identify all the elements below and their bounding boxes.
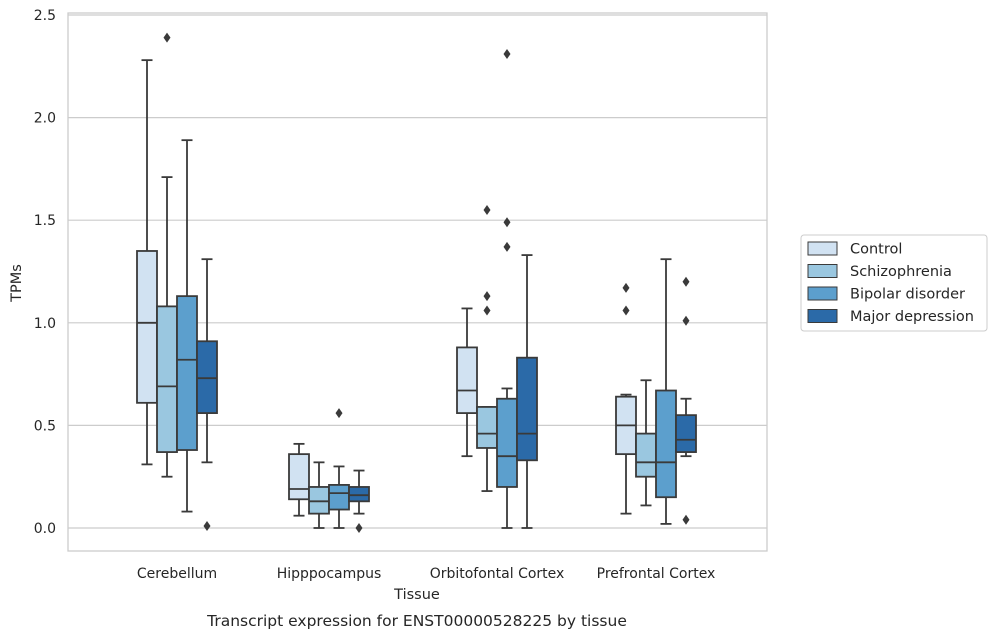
outlier-point [622,282,630,293]
outlier-point [203,520,211,531]
outlier-point [682,514,690,525]
box-control [615,282,637,515]
outlier-point [355,523,363,533]
box-body [456,346,478,414]
box-bipolar-disorder [176,139,198,513]
box-series [136,32,697,533]
outlier-point [335,408,343,419]
legend-swatch [807,241,838,256]
box-bipolar-disorder [328,408,350,529]
box-body [496,397,518,488]
chart-caption: Transcript expression for ENST0000052822… [206,612,627,630]
legend-swatch [807,309,838,323]
y-axis-label: TPMs [9,264,25,303]
outlier-point [622,305,630,316]
legend: Control Schizophrenia Bipolar disorder Majo… [800,234,988,332]
outlier-point [483,291,491,302]
box-body [328,484,350,511]
box-body [655,389,677,499]
plot-frame [67,12,768,552]
outlier-point [682,315,690,326]
x-tick-label: Orbitofontal Cortex [430,566,565,582]
box-major-depression [675,276,697,525]
box-body [516,356,538,462]
box-body [136,250,158,404]
legend-label: Schizophrenia [850,264,952,280]
outlier-point [503,217,511,228]
box-control [136,59,158,466]
legend-swatch [807,264,838,278]
legend-label: Control [850,242,902,258]
box-major-depression [196,258,218,531]
box-schizophrenia [156,32,178,478]
y-tick-label: 0.5 [34,418,56,434]
box-body [675,414,697,453]
box-major-depression [348,469,370,533]
legend-swatch [807,286,838,301]
box-body [288,453,310,501]
y-tick-label: 1.0 [34,316,56,332]
outlier-point [483,204,491,215]
box-schizophrenia [476,204,498,492]
box-body [348,486,370,503]
y-tick-label: 2.5 [34,8,56,24]
box-body [196,340,218,414]
box-body [476,406,498,449]
box-control [288,442,310,517]
outlier-point [503,48,511,59]
outlier-point [503,241,511,252]
box-bipolar-disorder [496,48,518,529]
y-tick-label: 1.5 [34,213,56,229]
box-bipolar-disorder [655,258,677,525]
x-tick-labels: Cerebellum Hipppocampus Orbitofontal Corte… [137,566,715,582]
legend-label: Bipolar disorder [850,287,965,303]
x-tick-label: Cerebellum [137,566,217,582]
legend-label: Major depression [850,309,974,325]
outlier-point [483,305,491,316]
x-tick-label: Hipppocampus [277,566,382,582]
box-body [308,486,330,515]
y-tick-labels: 0.0 0.5 1.0 1.5 2.0 2.5 [34,8,56,537]
box-schizophrenia [635,379,657,507]
outlier-point [163,32,171,43]
box-control [456,307,478,458]
y-tick-label: 2.0 [34,111,56,127]
y-tick-label: 0.0 [34,521,56,537]
outlier-point [682,276,690,287]
box-body [176,295,198,451]
box-major-depression [516,254,538,529]
legend-frame [800,234,988,332]
box-schizophrenia [308,461,330,529]
x-axis-label: Tissue [393,587,440,603]
x-tick-label: Prefrontal Cortex [597,566,716,582]
box-body [156,305,178,453]
box-body [635,432,657,478]
